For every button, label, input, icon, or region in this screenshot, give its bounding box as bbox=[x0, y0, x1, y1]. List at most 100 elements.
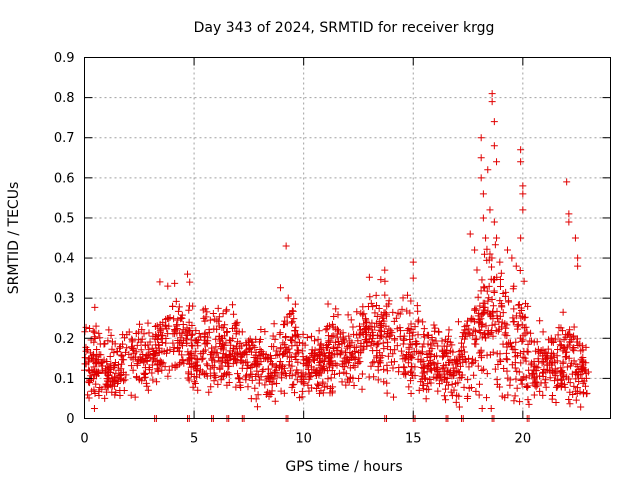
data-point bbox=[532, 383, 540, 391]
data-point bbox=[118, 352, 126, 360]
data-point bbox=[530, 358, 538, 366]
data-point bbox=[570, 357, 578, 365]
data-point bbox=[485, 282, 493, 290]
data-point bbox=[288, 333, 296, 341]
data-point bbox=[90, 404, 98, 412]
data-point bbox=[246, 346, 254, 354]
data-point bbox=[476, 329, 484, 337]
y-tick-label: 0.4 bbox=[54, 252, 75, 267]
data-point bbox=[341, 349, 349, 357]
data-point bbox=[385, 297, 393, 305]
data-point bbox=[539, 369, 547, 377]
data-point bbox=[234, 338, 242, 346]
data-point bbox=[169, 339, 177, 347]
data-point bbox=[481, 303, 489, 311]
data-point bbox=[159, 318, 167, 326]
data-point bbox=[171, 361, 179, 369]
data-point bbox=[82, 343, 90, 351]
data-point bbox=[190, 378, 198, 386]
data-point bbox=[97, 359, 105, 367]
data-point bbox=[387, 327, 395, 335]
data-point bbox=[509, 314, 517, 322]
data-point bbox=[375, 305, 383, 313]
data-point bbox=[379, 314, 387, 322]
data-point bbox=[503, 340, 511, 348]
data-point bbox=[554, 375, 562, 383]
data-point bbox=[287, 310, 295, 318]
data-point bbox=[362, 315, 370, 323]
data-point bbox=[374, 340, 382, 348]
data-point bbox=[286, 372, 294, 380]
data-point bbox=[215, 313, 223, 321]
data-point bbox=[90, 328, 98, 336]
data-point bbox=[407, 368, 415, 376]
data-point bbox=[372, 354, 380, 362]
data-point bbox=[129, 366, 137, 374]
data-point bbox=[150, 350, 158, 358]
data-point bbox=[384, 352, 392, 360]
data-point bbox=[487, 275, 495, 283]
data-point bbox=[289, 381, 297, 389]
data-point bbox=[272, 366, 280, 374]
data-point bbox=[197, 333, 205, 341]
data-point bbox=[390, 393, 398, 401]
data-point bbox=[324, 375, 332, 383]
data-point bbox=[560, 380, 568, 388]
data-point bbox=[138, 356, 146, 364]
data-point bbox=[286, 367, 294, 375]
data-point bbox=[322, 326, 330, 334]
y-axis-label: SRMTID / TECUs bbox=[6, 182, 22, 295]
data-point bbox=[517, 377, 525, 385]
data-point bbox=[421, 374, 429, 382]
data-point bbox=[326, 358, 334, 366]
data-point bbox=[104, 337, 112, 345]
data-point bbox=[434, 342, 442, 350]
data-point bbox=[170, 344, 178, 352]
data-point bbox=[316, 341, 324, 349]
data-point bbox=[400, 364, 408, 372]
data-point bbox=[108, 338, 116, 346]
data-point bbox=[95, 329, 103, 337]
data-point bbox=[426, 357, 434, 365]
data-point bbox=[351, 348, 359, 356]
data-point bbox=[229, 301, 237, 309]
data-point bbox=[464, 376, 472, 384]
data-point bbox=[223, 306, 231, 314]
data-point bbox=[91, 335, 99, 343]
data-point bbox=[193, 339, 201, 347]
data-point bbox=[101, 369, 109, 377]
data-point bbox=[235, 375, 243, 383]
data-point bbox=[439, 348, 447, 356]
data-point bbox=[493, 158, 501, 166]
data-point bbox=[458, 371, 466, 379]
data-point bbox=[296, 339, 304, 347]
data-point bbox=[494, 360, 502, 368]
data-point bbox=[446, 369, 454, 377]
data-point bbox=[111, 378, 119, 386]
data-point bbox=[165, 315, 173, 323]
data-point bbox=[218, 357, 226, 365]
data-point bbox=[308, 369, 316, 377]
data-point bbox=[549, 368, 557, 376]
data-point bbox=[547, 334, 555, 342]
data-point bbox=[414, 355, 422, 363]
data-point bbox=[388, 358, 396, 366]
data-point bbox=[224, 359, 232, 367]
data-point bbox=[151, 323, 159, 331]
data-point bbox=[483, 370, 491, 378]
data-point bbox=[469, 355, 477, 363]
data-point bbox=[517, 158, 525, 166]
data-point bbox=[552, 399, 560, 407]
data-point bbox=[485, 294, 493, 302]
data-point bbox=[237, 383, 245, 391]
data-point bbox=[359, 311, 367, 319]
data-point bbox=[175, 347, 183, 355]
data-point bbox=[457, 346, 465, 354]
data-point bbox=[324, 344, 332, 352]
data-point bbox=[281, 341, 289, 349]
data-point bbox=[157, 335, 165, 343]
data-point bbox=[134, 357, 142, 365]
data-point bbox=[555, 324, 563, 332]
data-point bbox=[314, 336, 322, 344]
data-point bbox=[204, 362, 212, 370]
